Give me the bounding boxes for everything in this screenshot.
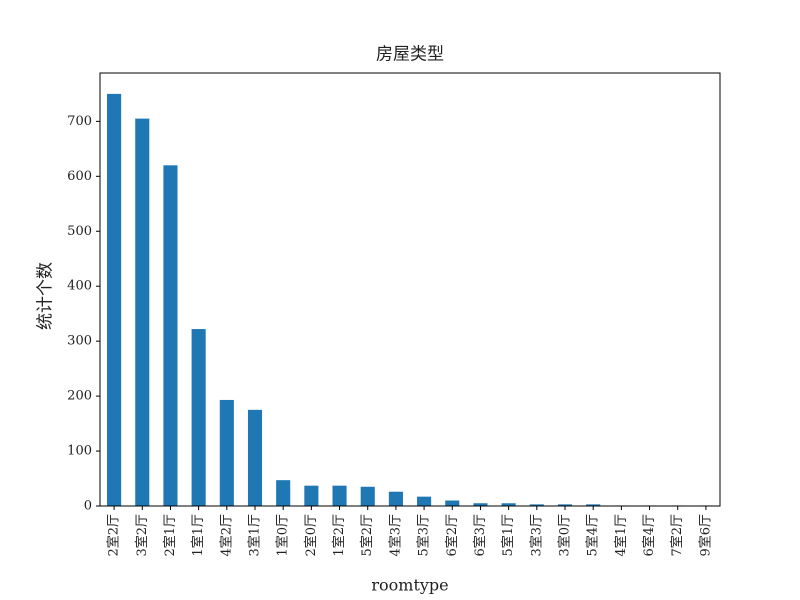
x-tick-label: 1室0厅 bbox=[275, 514, 291, 557]
plot-frame bbox=[99, 72, 721, 507]
x-tick-label: 4室2厅 bbox=[218, 514, 234, 557]
x-tick-label: 9室6厅 bbox=[697, 514, 713, 557]
x-tick-label: 7室2厅 bbox=[669, 514, 685, 557]
y-tick-label: 200 bbox=[67, 389, 92, 404]
x-tick-label: 5室2厅 bbox=[359, 514, 375, 557]
bar bbox=[501, 503, 516, 506]
y-tick-label: 500 bbox=[67, 224, 92, 239]
y-tick-label: 400 bbox=[67, 279, 92, 294]
y-tick-label: 100 bbox=[67, 444, 92, 459]
x-tick-label: 4室3厅 bbox=[387, 514, 403, 557]
x-tick-label: 6室4厅 bbox=[641, 514, 657, 557]
bar bbox=[107, 93, 122, 506]
x-tick-label: 6室3厅 bbox=[472, 514, 488, 557]
bar bbox=[304, 485, 319, 506]
bar bbox=[163, 165, 178, 506]
y-tick-label: 300 bbox=[67, 334, 92, 349]
bar bbox=[388, 491, 403, 506]
x-tick-label: 1室2厅 bbox=[331, 514, 347, 557]
x-tick-label: 3室0厅 bbox=[557, 514, 573, 557]
x-tick-label: 3室3厅 bbox=[528, 514, 544, 557]
bar bbox=[557, 504, 573, 506]
x-tick-label: 1室1厅 bbox=[190, 514, 206, 557]
y-tick-label: 600 bbox=[67, 169, 92, 184]
bar bbox=[276, 480, 291, 506]
x-tick-label: 2室0厅 bbox=[303, 514, 319, 557]
x-tick-label: 3室2厅 bbox=[134, 514, 150, 557]
bar bbox=[586, 504, 601, 506]
bar bbox=[360, 486, 375, 506]
x-axis-label: roomtype bbox=[371, 576, 448, 595]
y-tick-label: 700 bbox=[67, 114, 92, 129]
x-tick-label: 2室1厅 bbox=[162, 514, 178, 557]
x-tick-label: 5室1厅 bbox=[500, 514, 516, 557]
x-tick-label: 6室2厅 bbox=[444, 514, 460, 557]
y-axis-label: 统计个数 bbox=[36, 262, 56, 330]
bar bbox=[332, 485, 347, 506]
x-tick-label: 2室2厅 bbox=[106, 514, 122, 557]
bar bbox=[417, 496, 432, 506]
chart-title: 房屋类型 bbox=[376, 45, 444, 65]
bar bbox=[191, 329, 206, 506]
bar bbox=[473, 503, 488, 506]
x-tick-label: 5室4厅 bbox=[585, 514, 601, 557]
bar bbox=[219, 399, 234, 506]
x-tick-label: 4室1厅 bbox=[613, 514, 629, 557]
y-tick-label: 0 bbox=[84, 499, 92, 514]
bar bbox=[445, 500, 460, 506]
bar bbox=[135, 118, 150, 507]
x-tick-label: 3室1厅 bbox=[247, 514, 263, 557]
bar bbox=[529, 504, 544, 506]
bar bbox=[247, 409, 263, 506]
x-tick-label: 5室3厅 bbox=[416, 514, 432, 557]
